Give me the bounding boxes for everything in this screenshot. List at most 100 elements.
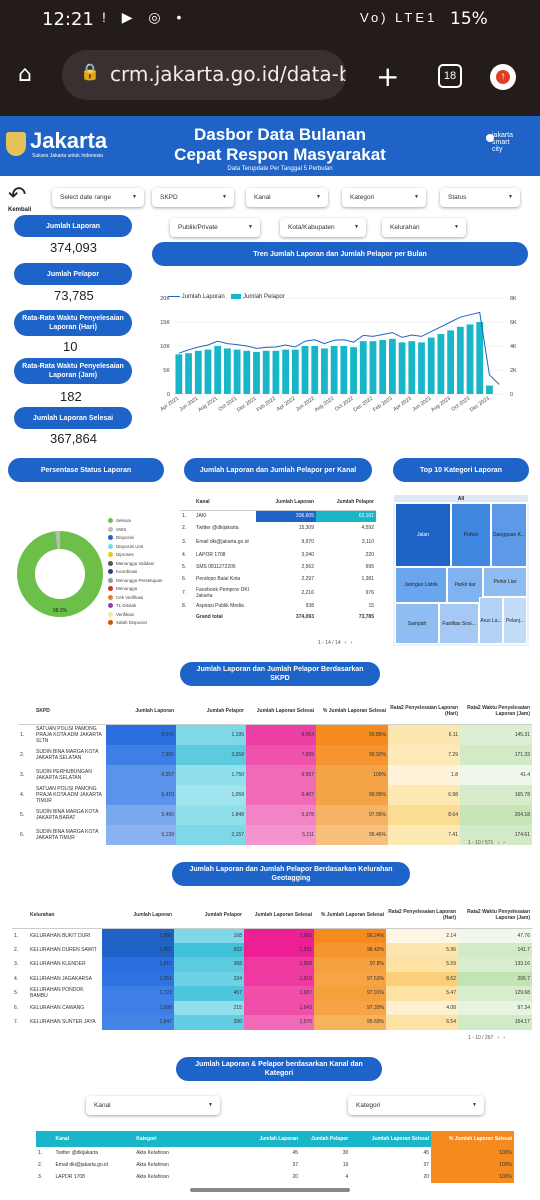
laporan-line[interactable] [178, 311, 500, 385]
column-header[interactable]: Kategori [134, 1131, 220, 1147]
table-row[interactable]: 3. SUDIN PERHUBUNGAN JAKARTA SELATAN 6,557… [18, 764, 532, 785]
pelapor-bar[interactable] [456, 326, 464, 394]
pelapor-bar[interactable] [476, 322, 484, 394]
kanal-dropdown[interactable]: Kanal ▼ [246, 188, 328, 207]
skpd-dropdown[interactable]: SKPD ▼ [152, 188, 234, 207]
kota-dropdown[interactable]: Kota/Kabupaten ▼ [280, 218, 366, 237]
pelapor-bar[interactable] [437, 334, 445, 394]
table-row[interactable]: 3. Email dki@jakarta.go.id 9,970 3,110 [180, 534, 376, 549]
pelapor-bar[interactable] [398, 342, 406, 394]
prev-page-icon[interactable]: ‹ [494, 1035, 500, 1041]
pelapor-bar[interactable] [301, 346, 309, 394]
column-header[interactable]: Rata2 Waktu Penyelesaian Laporan (Jam) [467, 908, 530, 921]
pelapor-bar[interactable] [291, 349, 299, 394]
column-header[interactable]: Jumlah Laporan Selesai [256, 707, 314, 714]
pelapor-bar[interactable] [369, 341, 377, 394]
table-row[interactable]: 2. Twitter @dkijakarta 15,309 4,592 [180, 522, 376, 534]
pelapor-bar[interactable] [175, 354, 183, 394]
pelapor-bar[interactable] [272, 350, 280, 394]
pelapor-bar[interactable] [223, 348, 231, 394]
table-row[interactable]: 7. Facebook Pemprov DKI Jakarta 2,216 976 [180, 585, 376, 600]
legend-item[interactable]: Cek Verifikasi [108, 594, 163, 603]
treemap-cell[interactable]: Pohon [451, 503, 491, 567]
table-row[interactable]: 7. KELURAHAN SUNTER JAYA 1,647 390 1,576 95.6… [12, 1015, 532, 1030]
prev-page-icon[interactable]: ‹ [341, 640, 347, 646]
pelapor-bar[interactable] [418, 342, 425, 394]
column-header[interactable]: % Jumlah Laporan Selesai [322, 707, 386, 714]
table-row[interactable]: 2. KELURAHAN DUREN SAWIT 1,962 502 1,931 98.4… [12, 942, 532, 957]
legend-item[interactable]: Diproses [108, 551, 163, 560]
kategori-dropdown[interactable]: Kategori ▼ [342, 188, 426, 207]
pelapor-bar[interactable] [359, 341, 367, 394]
table-row[interactable]: 6. Pendopo Balai Kota 2,297 1,381 [180, 573, 376, 585]
table-row[interactable]: 2. Email dki@jakarta.go.id Akta Kelahiran 3… [36, 1159, 514, 1171]
pelapor-bar[interactable] [379, 340, 387, 394]
column-header[interactable]: % Jumlah Laporan Selesai [320, 911, 384, 918]
treemap-header[interactable]: All [393, 494, 529, 503]
date-range-dropdown[interactable]: Select date range ▼ [52, 188, 144, 207]
legend-item[interactable]: Menunggu [108, 585, 163, 594]
address-bar[interactable]: 🔒 crm.jakarta.go.id/data-b [62, 50, 346, 100]
pelapor-bar[interactable] [330, 346, 338, 394]
column-header[interactable]: Jumlah Pelapor [206, 707, 244, 714]
column-header[interactable]: Rata2 Penyelesaian Laporan (Hari) [388, 908, 456, 921]
treemap-cell[interactable]: Sampah [395, 603, 439, 644]
table-row[interactable]: 8. Aspirasi Publik Media 938 15 [180, 600, 376, 612]
treemap-cell[interactable]: Pelanj... [503, 597, 527, 644]
update-button[interactable]: ↑ [490, 64, 516, 90]
legend-item[interactable]: Selesai [108, 517, 163, 526]
gesture-bar[interactable] [190, 1188, 350, 1192]
kelurahan-dropdown[interactable]: Kelurahan ▼ [382, 218, 466, 237]
pelapor-bar[interactable] [262, 350, 270, 394]
next-page-icon[interactable]: › [500, 1035, 505, 1041]
treemap-cell[interactable]: Perkir Liar [483, 567, 527, 597]
column-header[interactable]: Jumlah Pelapor [300, 1131, 351, 1147]
column-header[interactable]: Rata2 Penyelesaian Laporan (Hari) [390, 704, 458, 717]
pelapor-bar[interactable] [486, 385, 493, 394]
treemap-cell[interactable]: Jalan [395, 503, 451, 567]
new-tab-icon[interactable]: + [376, 60, 400, 93]
table-row[interactable]: 1. JAKI 336,605 62,161 [180, 510, 376, 522]
column-header[interactable]: Kanal [53, 1131, 135, 1147]
table-row[interactable]: 2. SUDIN BINA MARGA KOTA JAKARTA SELATAN 7… [18, 744, 532, 765]
pelapor-bar[interactable] [350, 347, 357, 394]
kanal-col-laporan[interactable]: Jumlah Laporan [275, 498, 314, 505]
column-header[interactable]: Jumlah Laporan [133, 911, 172, 918]
table-row[interactable]: 6. KELURAHAN CAWANG 1,688 215 1,643 97.33% 4.0… [12, 1000, 532, 1015]
table-row[interactable]: 1. Twitter @dkijakarta Akta Kelahiran 45 30 4… [36, 1147, 514, 1159]
pelapor-bar[interactable] [311, 346, 319, 394]
column-header[interactable] [36, 1131, 54, 1147]
pelapor-bar[interactable] [185, 353, 192, 394]
pelapor-bar[interactable] [194, 350, 202, 394]
pelapor-bar[interactable] [427, 337, 435, 394]
column-header[interactable] [12, 902, 28, 928]
legend-item[interactable]: Menunggu Persetujuan [108, 577, 163, 586]
table-row[interactable]: 1. KELURAHAN BUKIT DURI 1,980 168 1,965 99.24… [12, 928, 532, 943]
pelapor-bar[interactable] [447, 330, 455, 394]
bottom-kategori-dropdown[interactable]: Kategori ▼ [348, 1096, 484, 1115]
table-row[interactable]: 5. SUDIN BINA MARGA KOTA JAKARTA BARAT 5,4… [18, 804, 532, 825]
tab-switcher-button[interactable]: 18 [438, 64, 462, 88]
pelapor-bar[interactable] [282, 349, 290, 394]
legend-item[interactable]: Koordinasi [108, 568, 163, 577]
column-header[interactable]: Rata2 Waktu Penyelesaian Laporan (Jam) [467, 704, 530, 717]
pelapor-bar[interactable] [214, 346, 222, 394]
pelapor-bar[interactable] [253, 352, 260, 394]
status-dropdown[interactable]: Status ▼ [440, 188, 520, 207]
legend-item[interactable]: Verifikasi [108, 611, 163, 620]
pelapor-bar[interactable] [321, 348, 328, 394]
column-header[interactable] [18, 698, 34, 724]
treemap-cell[interactable]: Gangguan K... [491, 503, 527, 567]
pelapor-bar[interactable] [204, 349, 212, 394]
next-page-icon[interactable]: › [500, 840, 505, 846]
table-row[interactable]: 4. SATUAN POLISI PAMONG PRAJA KOTA ADM JA… [18, 784, 532, 805]
table-row[interactable]: 5. KELURAHAN PONDOK BAMBU 1,723 457 1,687 97.… [12, 986, 532, 1001]
treemap-cell[interactable]: Parkir liar [447, 567, 483, 603]
table-row[interactable]: 5. SMS 0811272206 2,562 695 [180, 561, 376, 573]
legend-item[interactable]: Disposisi [108, 534, 163, 543]
pelapor-bar[interactable] [408, 341, 416, 394]
legend-item[interactable]: Menunggu Validasi [108, 560, 163, 569]
table-row[interactable]: 6. SUDIN BINA MARGA KOTA JAKARTA TIMUR 5,1… [18, 824, 532, 845]
pelapor-bar[interactable] [466, 324, 474, 394]
column-header[interactable]: Jumlah Pelapor [204, 911, 242, 918]
